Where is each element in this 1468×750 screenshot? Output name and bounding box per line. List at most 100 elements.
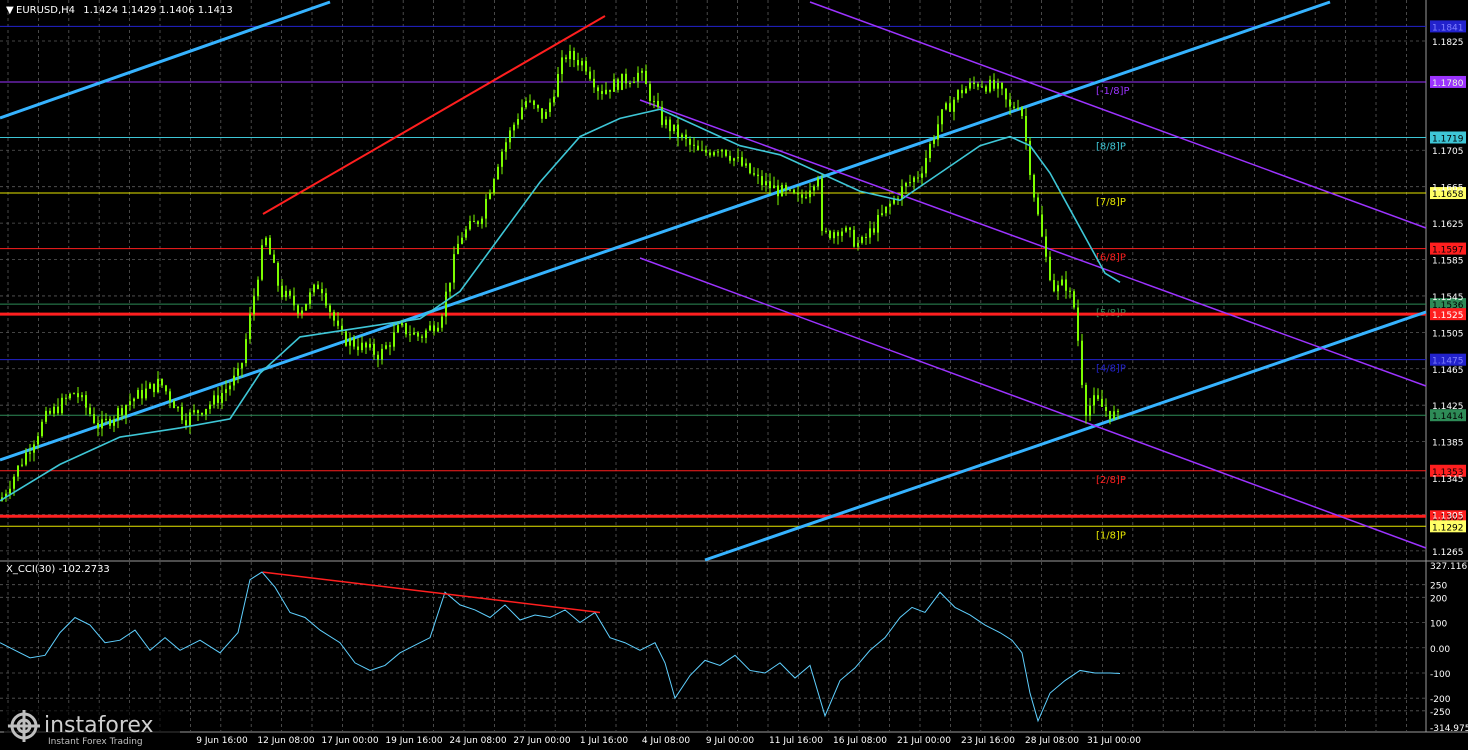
candle-body (493, 179, 495, 193)
candle-body (897, 198, 899, 200)
chart-title: EURUSD,H4 1.1424 1.1429 1.1406 1.1413 (16, 5, 233, 16)
candle-body (421, 336, 423, 338)
candle-body (853, 229, 855, 247)
candle-body (517, 119, 519, 125)
candle-body (457, 243, 459, 255)
candle-body (133, 398, 135, 402)
candle-body (529, 100, 531, 102)
red-trendline (262, 15, 606, 215)
level-mm-label: [6/8]P (1096, 253, 1126, 264)
candle-body (901, 186, 903, 200)
candle-body (701, 149, 703, 151)
candle-body (1065, 279, 1067, 291)
cci-divergence-line (262, 571, 601, 614)
candle-body (57, 406, 59, 414)
candle-body (873, 228, 875, 233)
price-tick-label: 1.1425 (1432, 402, 1464, 412)
candle-body (721, 149, 723, 152)
price-tick-label: 1.1665 (1432, 184, 1464, 194)
candle-body (213, 395, 215, 405)
channel-line (0, 0, 331, 120)
candle-body (889, 203, 891, 207)
candle-body (305, 303, 307, 311)
candle-body (221, 393, 223, 403)
candle-body (1073, 291, 1075, 308)
candle-body (313, 284, 315, 293)
level-price-tag (1430, 308, 1466, 321)
candle-body (753, 173, 755, 175)
chart-ohlc: 1.1424 1.1429 1.1406 1.1413 (83, 5, 233, 16)
level-price-tag (1430, 464, 1466, 477)
candle-body (325, 293, 327, 306)
candle-body (569, 50, 571, 60)
candle-body (961, 90, 963, 94)
candle-body (197, 410, 199, 414)
candle-body (1085, 384, 1087, 416)
ma-line (0, 108, 1121, 502)
candle-body (905, 182, 907, 187)
candle-body (1069, 290, 1071, 292)
candle-body (725, 149, 727, 156)
candle-body (781, 185, 783, 197)
candle-body (217, 395, 219, 403)
candle-body (49, 410, 51, 414)
candle-body (381, 348, 383, 360)
cci-pane (0, 571, 1121, 723)
cci-tick-label: 250 (1430, 582, 1447, 592)
candle-body (425, 330, 427, 338)
candle-body (341, 325, 343, 332)
candle-body (973, 82, 975, 85)
candle-body (449, 282, 451, 292)
candle-body (53, 406, 55, 414)
level-price-text: 1.1525 (1432, 311, 1464, 321)
level-price-text: 1.1597 (1432, 246, 1464, 256)
purple-channel-line (809, 1, 1427, 229)
level-price-tag (1430, 75, 1466, 88)
candle-body (1029, 140, 1031, 175)
candle-body (1049, 256, 1051, 281)
candle-body (857, 242, 859, 247)
candle-body (161, 378, 163, 386)
candle-body (101, 419, 103, 429)
level-mm-label: [4/8]P (1096, 364, 1126, 375)
candle-body (225, 389, 227, 394)
candle-body (841, 231, 843, 236)
candle-body (1089, 405, 1091, 416)
candle-body (537, 105, 539, 109)
candle-body (205, 408, 207, 415)
candle-body (585, 61, 587, 72)
candle-body (173, 400, 175, 409)
candle-body (1101, 398, 1103, 407)
time-tick-label: 31 Jul 00:00 (1087, 736, 1141, 746)
candle-body (105, 418, 107, 420)
price-tick-label: 1.1385 (1432, 439, 1464, 449)
candle-body (957, 90, 959, 100)
time-tick-label: 11 Jul 16:00 (769, 736, 823, 746)
time-tick-label: 1 Jul 16:00 (580, 736, 629, 746)
level-price-tag (1430, 131, 1466, 144)
candle-body (297, 305, 299, 314)
candle-body (237, 368, 239, 376)
cci-tick-label: 200 (1430, 594, 1447, 604)
candle-body (1041, 214, 1043, 237)
candle-body (321, 289, 323, 294)
candle-body (677, 124, 679, 138)
candle-body (377, 354, 379, 360)
candle-body (793, 189, 795, 194)
candle-body (241, 363, 243, 369)
candle-body (769, 181, 771, 189)
candle-body (757, 174, 759, 177)
candle-body (525, 101, 527, 108)
candles (1, 44, 1119, 502)
candle-body (945, 103, 947, 110)
level-price-text: 1.1303 (1432, 513, 1464, 523)
logo-icon (8, 710, 40, 742)
candle-body (33, 444, 35, 453)
candle-body (245, 339, 247, 364)
level-price-tag (1430, 353, 1466, 366)
candle-body (509, 130, 511, 143)
candle-body (333, 311, 335, 321)
price-tick-label: 1.1465 (1432, 366, 1464, 376)
candle-body (1005, 88, 1007, 100)
